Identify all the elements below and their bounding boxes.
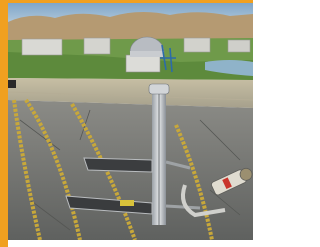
building bbox=[126, 55, 160, 72]
tunnel bbox=[84, 158, 152, 172]
repository-illustration bbox=[0, 0, 253, 247]
corner-marker bbox=[8, 80, 16, 88]
top-border bbox=[0, 0, 253, 3]
left-border bbox=[0, 0, 8, 247]
building bbox=[22, 39, 62, 55]
cart bbox=[120, 200, 134, 206]
building bbox=[228, 40, 250, 52]
bottom-margin bbox=[8, 240, 253, 247]
dome-base bbox=[130, 51, 164, 57]
building bbox=[184, 38, 210, 52]
shaft-collar bbox=[149, 84, 169, 94]
building bbox=[84, 38, 110, 54]
page: {} bbox=[0, 0, 253, 247]
